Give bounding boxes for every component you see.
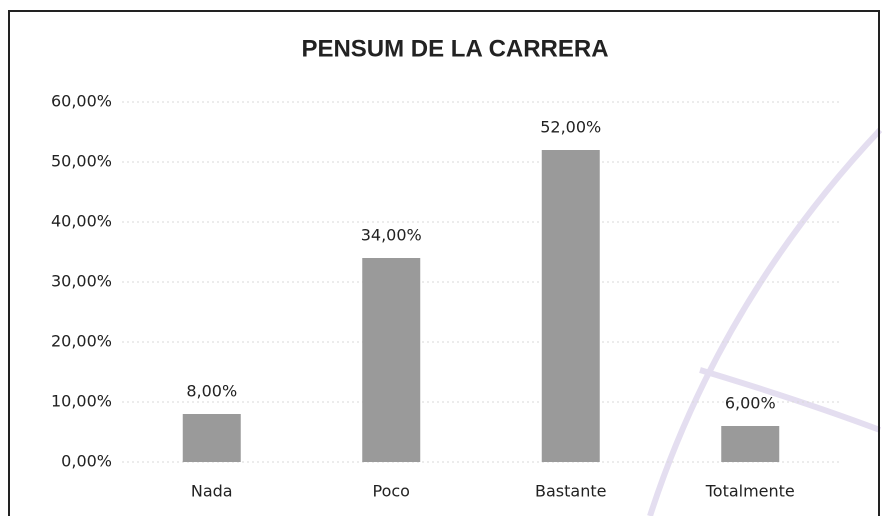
y-tick-label: 30,00% xyxy=(51,272,112,291)
bar xyxy=(721,426,780,462)
x-tick-label: Totalmente xyxy=(705,482,795,501)
chart-border xyxy=(8,10,880,516)
y-tick-label: 10,00% xyxy=(51,392,112,411)
x-tick-label: Nada xyxy=(191,482,233,501)
y-tick-label: 20,00% xyxy=(51,332,112,351)
bar xyxy=(362,258,421,462)
y-tick-label: 40,00% xyxy=(51,212,112,231)
data-label: 8,00% xyxy=(186,382,237,401)
watermark xyxy=(699,367,882,433)
chart-title: PENSUM DE LA CARRERA xyxy=(301,35,608,62)
bar xyxy=(182,414,241,462)
data-label: 6,00% xyxy=(725,394,776,413)
y-tick-label: 60,00% xyxy=(51,92,112,111)
bar xyxy=(541,150,600,462)
watermark xyxy=(647,127,882,516)
x-tick-label: Bastante xyxy=(535,482,606,501)
y-tick-label: 50,00% xyxy=(51,152,112,171)
data-label: 34,00% xyxy=(361,226,422,245)
x-tick-label: Poco xyxy=(373,482,410,501)
y-tick-label: 0,00% xyxy=(61,452,112,471)
data-label: 52,00% xyxy=(540,118,601,137)
